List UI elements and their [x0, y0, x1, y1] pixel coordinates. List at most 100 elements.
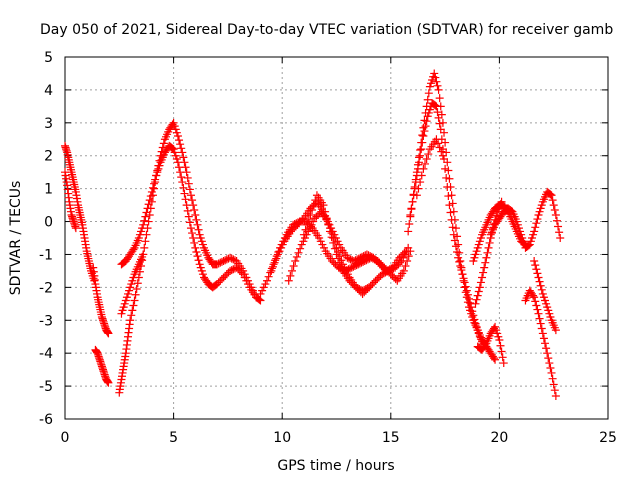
- data-point: [431, 73, 440, 82]
- data-point: [448, 223, 457, 232]
- data-point: [445, 201, 454, 210]
- data-point: [444, 192, 453, 201]
- data-point: [417, 171, 426, 180]
- data-point: [469, 257, 478, 266]
- plot-frame: [64, 56, 609, 420]
- data-point: [173, 158, 182, 167]
- y-tick-label: 5: [44, 50, 53, 66]
- data-point: [554, 222, 563, 231]
- data-point: [191, 210, 200, 219]
- y-tick-label: -6: [39, 412, 53, 428]
- y-tick-label: 0: [44, 215, 53, 231]
- data-point: [527, 234, 536, 242]
- data-point: [456, 261, 465, 270]
- data-point: [423, 112, 432, 121]
- data-point: [196, 234, 205, 242]
- data-point: [517, 230, 526, 239]
- data-point: [434, 85, 443, 94]
- data-point: [132, 285, 141, 294]
- data-point: [416, 178, 425, 187]
- y-tick-label: 3: [44, 116, 53, 132]
- data-point: [518, 234, 527, 242]
- data-point: [127, 280, 136, 289]
- data-point: [176, 168, 185, 177]
- data-point: [127, 311, 136, 320]
- data-point: [145, 196, 154, 205]
- y-tick-label: 1: [44, 182, 53, 198]
- data-point: [139, 220, 148, 229]
- data-point: [545, 309, 554, 318]
- data-point: [473, 291, 482, 300]
- data-point: [525, 240, 534, 249]
- data-point: [430, 69, 439, 78]
- data-point: [147, 187, 156, 196]
- data-point: [121, 296, 130, 305]
- data-point: [71, 224, 80, 233]
- grid: [65, 57, 608, 419]
- data-point: [195, 260, 204, 269]
- data-point: [197, 266, 206, 275]
- data-point: [536, 319, 545, 328]
- data-point: [181, 195, 190, 204]
- data-point: [333, 237, 342, 246]
- data-point: [329, 238, 338, 247]
- data-point: [476, 234, 485, 242]
- data-point: [363, 285, 372, 294]
- data-point: [516, 227, 525, 236]
- data-point: [549, 380, 558, 389]
- data-point: [435, 143, 444, 152]
- data-point: [334, 254, 343, 263]
- data-point: [407, 204, 416, 213]
- data-point: [550, 386, 559, 395]
- y-tick-label: -3: [39, 313, 53, 329]
- data-point: [531, 261, 540, 270]
- data-point: [555, 228, 564, 237]
- data-point: [185, 218, 194, 227]
- data-point: [548, 196, 557, 205]
- data-point: [547, 368, 556, 377]
- data-point: [123, 289, 132, 298]
- data-point: [541, 339, 550, 348]
- data-point: [254, 294, 263, 303]
- data-point: [471, 299, 480, 308]
- data-point: [539, 293, 548, 302]
- data-point: [192, 247, 201, 256]
- axis-ticks: 0 5 10 15 20 25 -6 -5 -4 -3 -2 -1 0 1 2 3 4 5: [39, 50, 617, 446]
- data-point: [131, 290, 140, 299]
- data-point: [197, 237, 206, 246]
- data-point: [301, 225, 310, 234]
- data-point: [531, 297, 540, 306]
- data-point: [117, 309, 126, 318]
- data-point: [544, 354, 553, 363]
- data-point: [122, 293, 131, 302]
- data-point: [128, 306, 137, 315]
- data-point: [327, 233, 336, 242]
- data-point: [450, 236, 459, 245]
- data-point: [291, 257, 300, 266]
- data-point: [170, 148, 179, 157]
- data-point: [419, 131, 428, 140]
- data-point: [128, 276, 137, 285]
- data-point: [434, 139, 443, 148]
- data-point: [301, 234, 310, 242]
- data-point: [239, 270, 248, 279]
- data-point: [440, 155, 449, 164]
- data-point: [179, 183, 188, 192]
- data-point: [480, 263, 489, 272]
- data-point: [422, 117, 431, 126]
- data-point: [474, 287, 483, 296]
- data-point: [150, 179, 159, 188]
- data-point: [425, 105, 434, 114]
- data-point: [277, 243, 286, 252]
- data-point: [532, 219, 541, 228]
- data-point: [308, 206, 317, 215]
- data-point: [529, 230, 538, 239]
- data-point: [471, 319, 480, 328]
- data-point: [472, 247, 481, 256]
- data-point: [415, 158, 424, 167]
- data-point: [546, 363, 555, 372]
- data-point: [252, 293, 261, 302]
- data-point: [297, 240, 306, 249]
- y-tick-label: -1: [39, 247, 53, 263]
